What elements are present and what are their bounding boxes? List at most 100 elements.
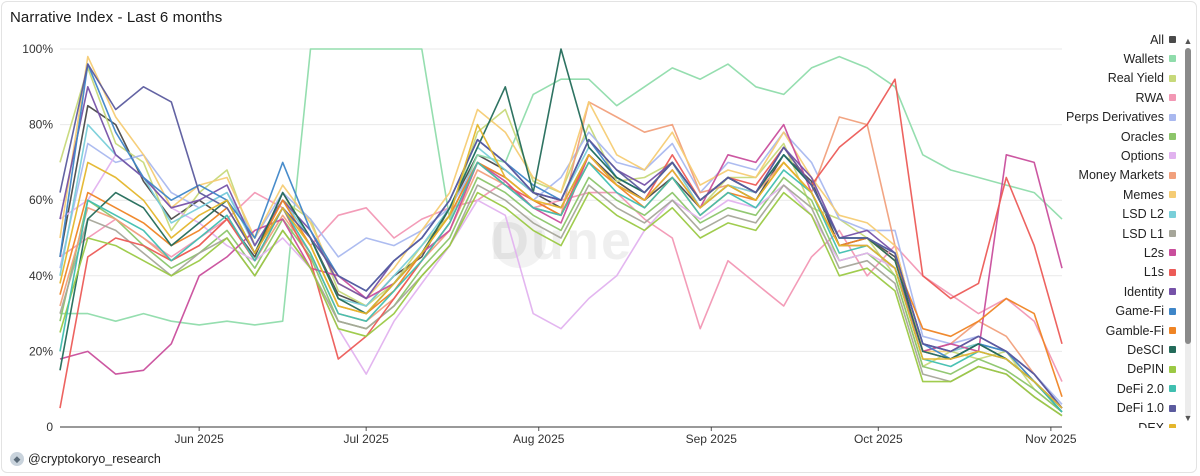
legend-swatch xyxy=(1169,288,1176,296)
legend-swatch xyxy=(1169,210,1176,218)
x-tick-label: Jul 2025 xyxy=(343,432,389,446)
legend-label: Gamble-Fi xyxy=(1105,323,1164,338)
legend-label: Perps Derivatives xyxy=(1066,110,1164,125)
legend-scroll-down-icon[interactable]: ▼ xyxy=(1183,413,1193,423)
y-tick-label: 40% xyxy=(29,269,53,283)
legend-label: Money Markets xyxy=(1078,168,1164,183)
legend-label: Game-Fi xyxy=(1115,304,1164,319)
legend-item-identity[interactable]: Identity xyxy=(1124,282,1176,301)
x-tick-label: Aug 2025 xyxy=(513,432,565,446)
legend-swatch xyxy=(1169,36,1176,43)
legend-swatch xyxy=(1169,365,1176,373)
legend-label: Oracles xyxy=(1120,129,1164,144)
x-tick-label: Sep 2025 xyxy=(686,432,738,446)
legend-label: Memes xyxy=(1123,187,1164,202)
legend-swatch xyxy=(1169,385,1176,393)
legend-swatch xyxy=(1169,94,1176,102)
series-line-memes xyxy=(59,55,1063,409)
y-axis-ticks: 0 20% 40% 60% 80% 100% xyxy=(22,42,53,434)
legend-swatch xyxy=(1169,113,1176,121)
legend-item-options[interactable]: Options xyxy=(1121,146,1176,165)
x-tick-label: Jun 2025 xyxy=(174,432,224,446)
legend-item-game-fi[interactable]: Game-Fi xyxy=(1115,302,1176,321)
watermark-logo-icon xyxy=(492,214,546,268)
legend-item-dex[interactable]: DEX xyxy=(1138,418,1176,428)
legend-item-defi-2-0[interactable]: DeFi 2.0 xyxy=(1117,379,1176,398)
legend-item-rwa[interactable]: RWA xyxy=(1136,88,1176,107)
legend-swatch xyxy=(1169,404,1176,412)
series-line-defi-1-0 xyxy=(59,63,1063,409)
legend-label: Real Yield xyxy=(1107,71,1164,86)
legend-label: LSD L2 xyxy=(1122,207,1164,222)
chart-title: Narrative Index - Last 6 months xyxy=(10,9,223,26)
y-tick-label: 0 xyxy=(46,420,53,434)
legend-item-l2s[interactable]: L2s xyxy=(1144,243,1176,262)
legend-item-all[interactable]: All xyxy=(1150,30,1176,49)
legend-item-desci[interactable]: DeSCI xyxy=(1127,340,1176,359)
legend-item-perps-derivatives[interactable]: Perps Derivatives xyxy=(1066,108,1176,127)
legend-item-l1s[interactable]: L1s xyxy=(1144,263,1176,282)
legend-scrollbar-thumb[interactable] xyxy=(1185,48,1191,344)
series-line-oracles xyxy=(59,176,1063,413)
legend-swatch xyxy=(1169,191,1176,199)
series-line-real-yield xyxy=(59,67,1063,413)
legend-swatch xyxy=(1169,307,1176,315)
x-axis-ticks: Jun 2025 Jul 2025 Aug 2025 Sep 2025 Oct 2025… xyxy=(174,427,1077,446)
series-line-wallets xyxy=(60,48,1063,326)
legend-item-real-yield[interactable]: Real Yield xyxy=(1108,69,1176,88)
legend-swatch xyxy=(1169,230,1176,237)
legend-label: LSD L1 xyxy=(1122,226,1164,241)
legend-swatch xyxy=(1169,133,1176,140)
author-handle: @cryptokoryo_research xyxy=(28,452,161,466)
legend-label: Options xyxy=(1120,148,1164,163)
legend-label: DeFi 1.0 xyxy=(1116,401,1164,416)
legend-swatch xyxy=(1169,327,1176,334)
series-line-all xyxy=(59,104,1063,409)
series-line-depin xyxy=(59,191,1063,417)
series-lines xyxy=(59,48,1063,417)
legend-label: RWA xyxy=(1135,90,1164,105)
series-line-dex xyxy=(59,123,1063,409)
watermark-text: Dune xyxy=(490,211,633,271)
y-tick-label: 80% xyxy=(29,118,53,132)
legend-label: Identity xyxy=(1123,284,1164,299)
legend-label: DEX xyxy=(1138,420,1164,429)
legend-swatch xyxy=(1169,249,1176,257)
legend-label: All xyxy=(1150,32,1164,47)
y-tick-label: 60% xyxy=(29,193,53,207)
legend-swatch xyxy=(1169,55,1176,63)
legend-item-depin[interactable]: DePIN xyxy=(1127,360,1176,379)
legend-label: DeFi 2.0 xyxy=(1116,381,1164,396)
legend-swatch xyxy=(1169,268,1176,276)
legend-swatch xyxy=(1169,171,1176,179)
legend-swatch xyxy=(1169,152,1176,160)
legend-item-wallets[interactable]: Wallets xyxy=(1123,49,1176,68)
legend-label: L2s xyxy=(1143,245,1164,260)
legend-scroll-up-icon[interactable]: ▲ xyxy=(1183,36,1193,46)
footer-attribution: ◆ @cryptokoryo_research xyxy=(10,450,161,468)
legend-item-lsd-l1[interactable]: LSD L1 xyxy=(1122,224,1176,243)
series-line-lsd-l2 xyxy=(59,123,1063,409)
y-tick-label: 20% xyxy=(29,344,53,358)
legend-label: DeSCI xyxy=(1127,342,1164,357)
legend-label: L1s xyxy=(1143,265,1164,280)
legend-item-defi-1-0[interactable]: DeFi 1.0 xyxy=(1117,399,1176,418)
legend-item-money-markets[interactable]: Money Markets xyxy=(1079,166,1176,185)
legend-item-gamble-fi[interactable]: Gamble-Fi xyxy=(1106,321,1176,340)
legend-item-oracles[interactable]: Oracles xyxy=(1121,127,1176,146)
x-tick-label: Nov 2025 xyxy=(1025,432,1077,446)
y-tick-label: 100% xyxy=(22,42,53,56)
legend-swatch xyxy=(1169,346,1176,354)
legend-swatch xyxy=(1169,74,1176,82)
ethereum-logo-icon: ◆ xyxy=(10,452,24,466)
x-tick-label: Oct 2025 xyxy=(854,432,903,446)
legend-item-memes[interactable]: Memes xyxy=(1123,185,1176,204)
legend-label: Wallets xyxy=(1123,51,1164,66)
legend-label: DePIN xyxy=(1127,362,1164,377)
legend-item-lsd-l2[interactable]: LSD L2 xyxy=(1122,205,1176,224)
series-line-money-markets xyxy=(59,101,1063,409)
legend-swatch xyxy=(1169,424,1176,428)
chart-legend: All Wallets Real Yield RWA Perps Derivatives… xyxy=(1040,30,1190,428)
